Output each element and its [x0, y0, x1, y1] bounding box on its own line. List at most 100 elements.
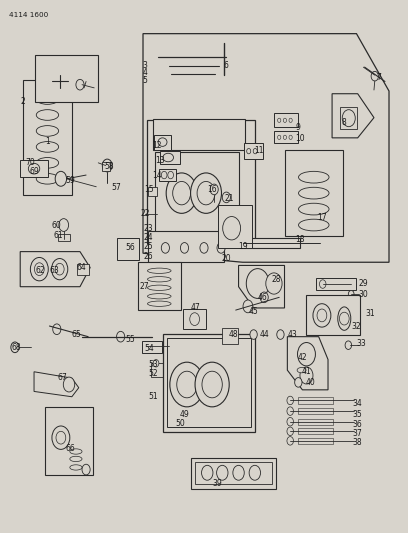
Circle shape — [249, 465, 261, 480]
Circle shape — [319, 280, 326, 288]
Bar — [298, 438, 333, 444]
Text: 58: 58 — [105, 162, 115, 171]
Circle shape — [34, 263, 44, 276]
Bar — [160, 151, 180, 165]
Polygon shape — [143, 34, 389, 262]
Bar — [340, 107, 357, 130]
Ellipse shape — [147, 301, 171, 306]
Circle shape — [283, 135, 286, 140]
Circle shape — [287, 437, 293, 445]
Bar — [77, 264, 89, 275]
Bar — [142, 341, 162, 353]
Ellipse shape — [163, 154, 173, 162]
Text: 29: 29 — [359, 279, 368, 288]
Circle shape — [277, 118, 281, 123]
Ellipse shape — [36, 173, 59, 184]
Bar — [195, 462, 272, 484]
Bar — [213, 62, 222, 70]
Text: 54: 54 — [144, 344, 154, 353]
Circle shape — [289, 118, 292, 123]
Polygon shape — [332, 94, 374, 138]
Text: 39: 39 — [212, 479, 222, 488]
Circle shape — [200, 243, 208, 253]
Bar — [220, 39, 227, 44]
Ellipse shape — [36, 158, 59, 168]
Bar — [274, 132, 298, 143]
Text: 48: 48 — [228, 330, 238, 339]
Circle shape — [287, 417, 293, 426]
Circle shape — [283, 118, 286, 123]
Text: 44: 44 — [259, 330, 269, 339]
Ellipse shape — [36, 126, 59, 136]
Circle shape — [52, 426, 70, 449]
Circle shape — [287, 427, 293, 435]
Bar — [166, 338, 251, 427]
Text: 19: 19 — [238, 242, 247, 251]
Circle shape — [277, 330, 284, 340]
Ellipse shape — [299, 171, 329, 183]
Bar — [23, 80, 72, 195]
Text: 49: 49 — [180, 410, 189, 419]
Text: 22: 22 — [140, 209, 150, 218]
Text: 41: 41 — [302, 367, 311, 376]
Bar — [117, 238, 139, 260]
Text: 17: 17 — [317, 213, 327, 222]
Circle shape — [266, 273, 282, 294]
Ellipse shape — [28, 164, 40, 174]
Bar — [58, 233, 70, 241]
Text: 57: 57 — [112, 183, 122, 192]
Bar — [274, 114, 298, 127]
Ellipse shape — [36, 142, 59, 152]
Text: 63: 63 — [49, 266, 59, 275]
Text: 14: 14 — [153, 171, 162, 180]
Circle shape — [289, 135, 292, 140]
Bar — [240, 238, 300, 248]
Text: 24: 24 — [143, 233, 153, 242]
Text: 62: 62 — [36, 266, 45, 275]
Polygon shape — [239, 265, 284, 308]
Text: 5: 5 — [143, 76, 147, 85]
Circle shape — [217, 465, 228, 480]
Text: 66: 66 — [66, 444, 75, 453]
Text: 70: 70 — [25, 158, 35, 167]
Text: 10: 10 — [295, 134, 304, 143]
Circle shape — [247, 149, 251, 154]
Circle shape — [313, 304, 331, 327]
Text: 1: 1 — [45, 137, 50, 146]
Text: 56: 56 — [125, 244, 135, 253]
Circle shape — [170, 362, 204, 407]
Circle shape — [246, 269, 269, 298]
Text: 42: 42 — [297, 353, 307, 362]
Circle shape — [63, 377, 75, 392]
Circle shape — [166, 173, 197, 213]
Bar — [138, 262, 181, 310]
Text: 38: 38 — [353, 439, 363, 448]
Circle shape — [339, 312, 349, 325]
Bar — [316, 278, 356, 290]
Text: 46: 46 — [258, 293, 268, 302]
Text: 65: 65 — [71, 330, 81, 339]
Bar — [284, 150, 344, 236]
Text: 60: 60 — [52, 221, 62, 230]
Circle shape — [317, 309, 327, 322]
Text: 21: 21 — [224, 194, 234, 203]
Circle shape — [161, 243, 169, 253]
Bar — [298, 428, 333, 434]
Text: 26: 26 — [143, 253, 153, 261]
Text: 25: 25 — [143, 242, 153, 251]
Text: 20: 20 — [222, 254, 231, 263]
Circle shape — [102, 159, 112, 172]
Ellipse shape — [36, 94, 59, 104]
Text: 33: 33 — [357, 339, 367, 348]
Circle shape — [161, 171, 167, 179]
Bar — [159, 168, 176, 181]
Bar — [222, 328, 238, 344]
Text: 69: 69 — [29, 167, 39, 176]
Circle shape — [250, 330, 257, 340]
Circle shape — [153, 360, 159, 367]
Text: 28: 28 — [272, 275, 281, 284]
Text: 11: 11 — [254, 146, 264, 155]
Bar — [151, 364, 163, 377]
Circle shape — [287, 396, 293, 405]
Bar — [298, 408, 333, 414]
